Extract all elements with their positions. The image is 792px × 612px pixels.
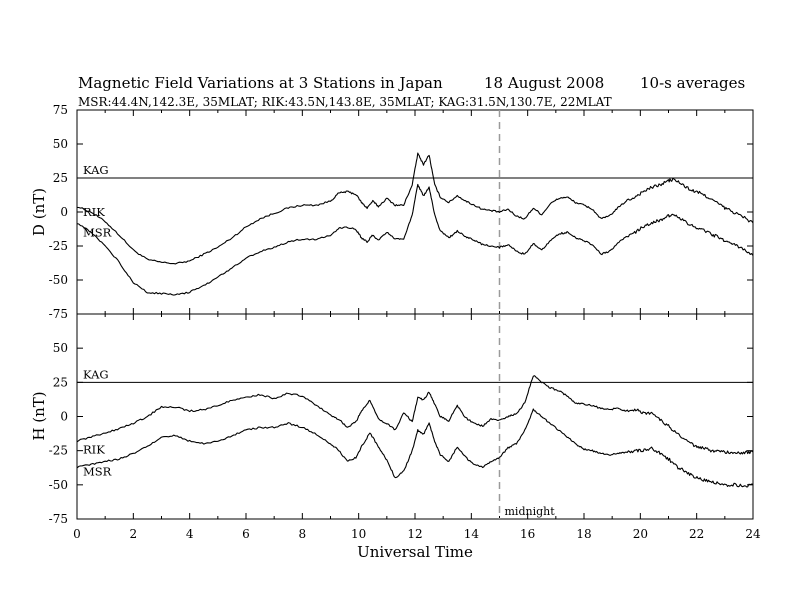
d-series-label-rik: RIK: [83, 205, 105, 219]
d-y-tick-label: 75: [53, 103, 68, 117]
d-component-panel: 75 50 25 0 -25 -50 -75 KAG RIK MSR: [49, 103, 754, 321]
d-y-tick-label: -75: [49, 307, 68, 321]
chart-averaging: 10-s averages: [640, 74, 745, 92]
d-y-tick-label: 25: [53, 171, 68, 185]
x-tick-label: 24: [745, 527, 761, 541]
h-y-tick-label: -50: [49, 478, 68, 492]
x-tick-label: 4: [186, 527, 194, 541]
h-y-tick-label: 50: [53, 341, 68, 355]
h-panel-y-axis-label: H (nT): [30, 391, 48, 440]
x-tick-label: 0: [73, 527, 81, 541]
x-tick-label: 6: [242, 527, 250, 541]
h-series-label-msr: MSR: [83, 464, 112, 478]
d-panel-y-axis-label: D (nT): [30, 188, 48, 236]
h-y-tick-label: -25: [49, 444, 68, 458]
d-y-tick-label: -50: [49, 273, 68, 287]
x-tick-label: 22: [689, 527, 704, 541]
d-y-tick-label: 50: [53, 137, 68, 151]
d-kag-label: KAG: [83, 163, 109, 177]
station-coordinates: MSR:44.4N,142.3E, 35MLAT; RIK:43.5N,143.…: [78, 95, 612, 109]
x-tick-label: 8: [299, 527, 307, 541]
x-tick-label: 10: [351, 527, 366, 541]
chart-title: Magnetic Field Variations at 3 Stations …: [78, 74, 443, 92]
h-series-rik-line: [76, 375, 754, 455]
x-tick-label: 14: [464, 527, 480, 541]
h-series-msr-line: [76, 408, 754, 488]
d-y-tick-label: -25: [49, 239, 68, 253]
h-y-tick-label: 25: [53, 375, 68, 389]
x-tick-label: 18: [576, 527, 591, 541]
h-y-tick-label: -75: [49, 512, 68, 526]
h-y-tick-label: 0: [60, 410, 68, 424]
chart-date: 18 August 2008: [484, 74, 604, 92]
x-axis-label: Universal Time: [357, 543, 473, 561]
d-series-rik-line: [76, 152, 754, 265]
h-series-label-rik: RIK: [83, 442, 105, 456]
x-tick-label: 16: [520, 527, 535, 541]
x-tick-label: 12: [407, 527, 422, 541]
x-tick-label: 2: [130, 527, 138, 541]
d-series-msr-line: [76, 183, 754, 296]
d-y-tick-label: 0: [60, 205, 68, 219]
x-tick-label: 20: [633, 527, 648, 541]
midnight-annotation: midnight: [505, 505, 556, 518]
h-kag-label: KAG: [83, 367, 109, 381]
d-series-label-msr: MSR: [83, 225, 112, 239]
